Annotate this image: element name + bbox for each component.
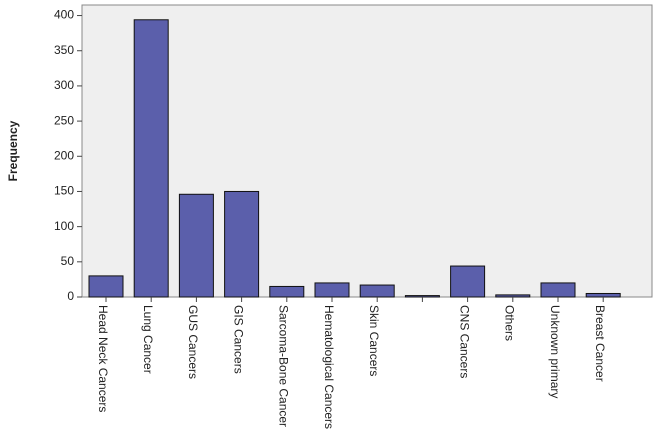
bar <box>88 275 124 298</box>
y-tick-label: 400 <box>54 8 74 22</box>
x-tick-label: Sarcoma-Bone Cancer <box>277 305 291 427</box>
bar <box>133 19 169 298</box>
bar <box>404 295 440 298</box>
y-tick-label: 350 <box>54 43 74 57</box>
bar <box>314 282 350 298</box>
bar <box>495 294 531 298</box>
y-tick-label: 50 <box>61 254 75 268</box>
bar <box>224 190 260 298</box>
x-tick-label: Unknown primary <box>548 305 562 398</box>
x-tick-label: Breast Cancer <box>593 305 607 382</box>
x-tick-label: Hematological Cancers <box>322 305 336 429</box>
x-tick-label: CNS Cancers <box>457 305 471 378</box>
x-tick-label: Others <box>503 305 517 341</box>
y-tick-label: 200 <box>54 148 74 162</box>
y-tick-label: 250 <box>54 113 74 127</box>
y-tick-label: 0 <box>67 289 74 303</box>
x-tick-label: Head Neck Cancers <box>96 305 110 412</box>
bar <box>269 285 305 298</box>
x-tick-label: Lung Cancer <box>141 305 155 374</box>
bar <box>359 284 395 298</box>
bar <box>178 193 214 298</box>
x-tick-label: Skin Cancers <box>367 305 381 376</box>
y-tick-label: 150 <box>54 184 74 198</box>
bar <box>585 292 621 298</box>
x-tick-label: GIS Cancers <box>231 305 245 374</box>
bar <box>540 282 576 298</box>
y-tick-label: 300 <box>54 78 74 92</box>
bar <box>450 265 486 298</box>
y-tick-label: 100 <box>54 219 74 233</box>
x-tick-label: GUS Cancers <box>186 305 200 379</box>
plot-area <box>81 4 653 298</box>
y-axis-title: Frequency <box>6 120 20 181</box>
